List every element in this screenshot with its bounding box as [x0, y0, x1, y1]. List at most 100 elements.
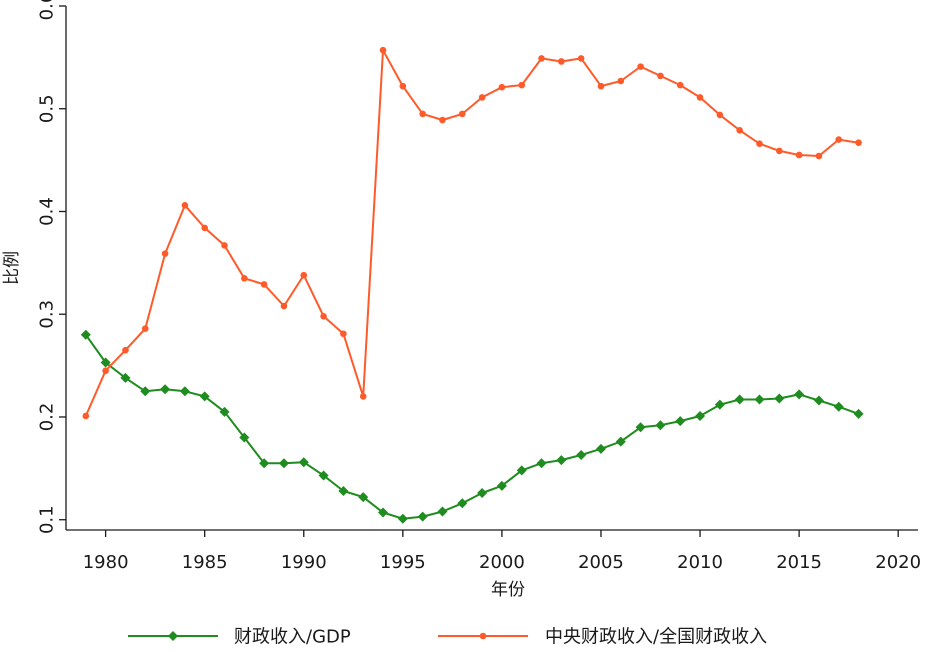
data-point [736, 127, 743, 134]
series-line-0 [84, 334, 859, 520]
x-tick-label: 1985 [182, 552, 228, 573]
y-tick-label: 0.4 [36, 197, 57, 226]
data-point [179, 386, 190, 397]
data-point [102, 367, 109, 375]
data-point [595, 443, 606, 454]
data-point [756, 140, 763, 147]
y-tick-label: 0.5 [36, 94, 57, 123]
data-point [457, 498, 468, 509]
y-ticks: 0.1 0.2 0.3 0.4 0.5 0.6 [36, 0, 66, 534]
data-point [714, 399, 725, 410]
data-point [338, 485, 349, 496]
legend-marker-central-share [479, 632, 487, 640]
data-point [676, 81, 684, 89]
data-point [298, 457, 309, 468]
legend-item-central-share: 中央财政收入/全国财政收入 [438, 626, 767, 647]
data-point [518, 81, 526, 89]
x-ticks: 1980 1985 1990 1995 2000 2005 2010 2015 2020 [83, 530, 921, 573]
data-point [122, 346, 129, 354]
legend-label-fiscal-gdp: 财政收入/GDP [234, 626, 351, 647]
data-point [597, 82, 605, 90]
data-point [536, 458, 547, 469]
data-point [378, 507, 389, 518]
data-point [558, 58, 565, 65]
data-point [140, 386, 151, 397]
data-point [635, 422, 646, 433]
data-point [300, 271, 308, 279]
data-point [199, 391, 210, 402]
data-point [776, 147, 783, 155]
data-point [855, 139, 862, 146]
data-point [538, 55, 545, 62]
data-point [100, 357, 111, 368]
data-point [637, 63, 644, 70]
data-point [675, 416, 686, 427]
data-point [695, 410, 706, 421]
data-point [833, 401, 844, 412]
data-point [556, 455, 567, 466]
data-point [576, 449, 587, 460]
data-point [774, 393, 785, 404]
data-point [141, 325, 149, 332]
data-point [716, 111, 724, 119]
x-tick-label: 1990 [281, 552, 327, 573]
data-point [340, 330, 347, 338]
x-tick-label: 2000 [479, 552, 525, 573]
data-point [358, 492, 369, 503]
data-point [496, 480, 507, 491]
data-point [417, 511, 428, 522]
data-point [813, 395, 824, 406]
legend-label-central-share: 中央财政收入/全国财政收入 [545, 626, 767, 647]
data-point [657, 72, 664, 80]
data-point [278, 458, 289, 469]
data-point [615, 436, 626, 447]
data-point [853, 408, 864, 419]
data-point [815, 152, 823, 160]
data-point [458, 110, 466, 118]
x-tick-label: 2005 [578, 552, 624, 573]
data-point [477, 488, 488, 499]
data-point [80, 329, 91, 340]
data-point [439, 116, 446, 124]
series-line-1 [84, 49, 859, 417]
x-tick-label: 2020 [875, 552, 921, 573]
data-point [201, 224, 208, 232]
data-point [239, 432, 250, 443]
x-tick-label: 2015 [776, 552, 822, 573]
series-layer [80, 46, 864, 524]
x-tick-label: 2010 [677, 552, 723, 573]
data-point [617, 77, 625, 85]
data-point [280, 302, 288, 310]
data-point [397, 513, 408, 524]
data-point [161, 250, 169, 257]
data-point [498, 83, 506, 91]
data-point [260, 281, 268, 288]
y-tick-label: 0.6 [36, 0, 57, 20]
data-point [795, 151, 803, 159]
data-point [696, 94, 704, 101]
data-point [437, 506, 448, 517]
data-point [181, 202, 189, 209]
data-point [419, 110, 426, 118]
data-point [221, 242, 228, 249]
y-tick-label: 0.1 [36, 505, 57, 534]
axes [65, 6, 918, 531]
x-tick-label: 1980 [83, 552, 129, 573]
data-point [577, 55, 585, 62]
x-tick-label: 1995 [380, 552, 426, 573]
data-point [160, 384, 171, 395]
data-point [734, 394, 745, 405]
legend-marker-fiscal-gdp [168, 631, 178, 641]
data-point [794, 389, 805, 400]
data-point [516, 465, 527, 476]
legend-item-fiscal-gdp: 财政收入/GDP [128, 626, 351, 647]
data-point [320, 312, 327, 320]
legend: 财政收入/GDP 中央财政收入/全国财政收入 [128, 626, 767, 647]
data-point [655, 420, 666, 431]
data-point [219, 406, 230, 417]
data-point [82, 412, 90, 420]
data-point [120, 372, 131, 383]
data-point [359, 393, 367, 400]
y-axis-title: 比例 [2, 251, 22, 285]
